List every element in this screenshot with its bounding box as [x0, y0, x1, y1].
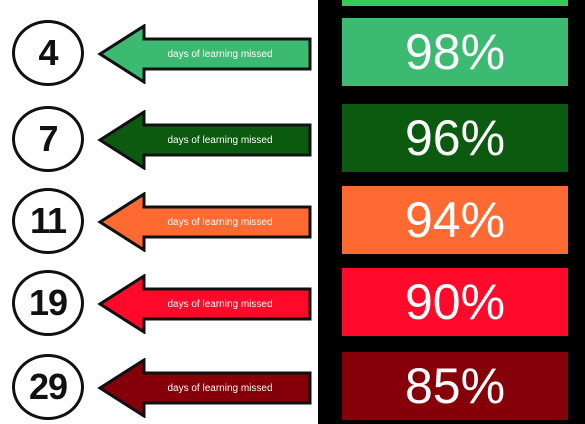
arrow-label: days of learning missed — [167, 48, 273, 60]
left-arrow-icon: days of learning missed — [96, 358, 316, 418]
attendance-percent-box: 98% — [342, 18, 568, 86]
left-arrow-icon: days of learning missed — [96, 274, 316, 334]
attendance-row: 4 days of learning missed 98% — [0, 16, 585, 90]
arrow-label: days of learning missed — [167, 134, 273, 146]
left-arrow-icon: days of learning missed — [96, 192, 316, 252]
attendance-row: 19 days of learning missed 90% — [0, 266, 585, 340]
left-arrow-icon: days of learning missed — [96, 24, 316, 84]
top-color-strip — [342, 0, 568, 6]
attendance-row: 7 days of learning missed 96% — [0, 102, 585, 176]
attendance-row: 29 days of learning missed 85% — [0, 350, 585, 424]
left-arrow-icon: days of learning missed — [96, 110, 316, 170]
arrow-label: days of learning missed — [167, 298, 273, 310]
attendance-percent-box: 94% — [342, 186, 568, 254]
attendance-percent-box: 90% — [342, 268, 568, 336]
days-missed-circle: 11 — [12, 188, 84, 254]
days-missed-circle: 7 — [12, 106, 84, 172]
days-missed-circle: 29 — [12, 354, 84, 420]
attendance-percent-box: 96% — [342, 104, 568, 172]
attendance-row: 11 days of learning missed 94% — [0, 184, 585, 258]
arrow-label: days of learning missed — [167, 382, 273, 394]
arrow-label: days of learning missed — [167, 216, 273, 228]
days-missed-circle: 19 — [12, 270, 84, 336]
days-missed-circle: 4 — [12, 20, 84, 86]
attendance-percent-box: 85% — [342, 352, 568, 420]
